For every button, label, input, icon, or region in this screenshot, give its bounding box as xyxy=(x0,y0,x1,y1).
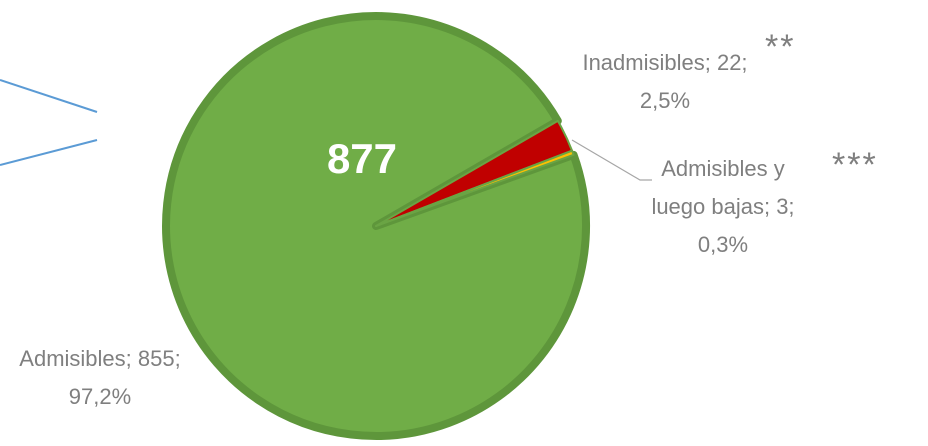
annotation: ** xyxy=(765,28,796,66)
slice-label: Admisibles; 855; 97,2% xyxy=(19,346,181,409)
leader-line xyxy=(571,139,652,181)
pie xyxy=(162,12,590,440)
pie-slice xyxy=(375,149,575,227)
total-label: 877 xyxy=(327,135,397,182)
annotation: *** xyxy=(832,146,878,184)
slice-label: Admisibles y luego bajas; 3; 0,3% xyxy=(651,156,795,257)
connector-line xyxy=(0,139,98,166)
slice-label: Inadmisibles; 22; 2,5% xyxy=(582,50,748,113)
connector-line xyxy=(0,79,98,113)
